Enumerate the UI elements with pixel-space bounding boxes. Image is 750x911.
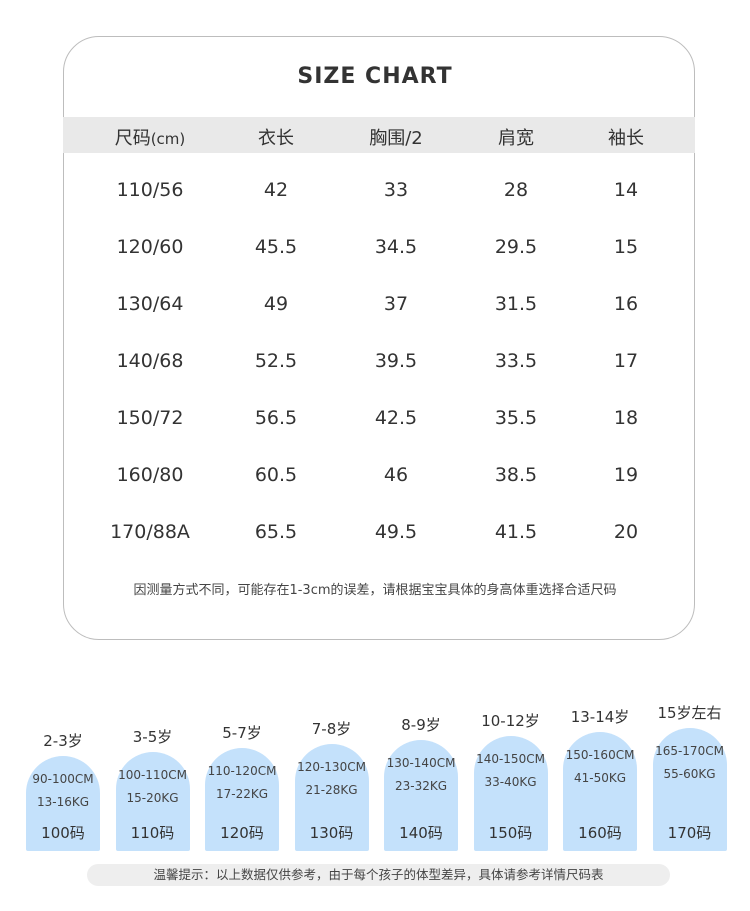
age-label: 10-12岁 <box>481 712 540 730</box>
weight-range: 55-60KG <box>663 767 716 781</box>
table-cell: 41.5 <box>494 521 538 543</box>
age-label: 13-14岁 <box>570 708 630 726</box>
weight-range: 33-40KG <box>484 775 537 789</box>
size-bar: 130-140CM 23-32KG 140码 <box>384 740 458 851</box>
column-header-unit: (cm) <box>150 130 186 148</box>
size-label: 150码 <box>488 824 533 842</box>
table-cell: 42.5 <box>374 407 418 429</box>
column-header-label: 肩宽 <box>498 128 534 149</box>
height-range: 100-110CM <box>118 768 187 782</box>
table-cell: 56.5 <box>254 407 298 429</box>
table-cell: 46 <box>383 464 409 486</box>
column-header: 衣长 <box>216 124 336 150</box>
table-header-band <box>63 117 695 153</box>
table-cell: 31.5 <box>494 293 538 315</box>
column-header-label: 尺码 <box>114 128 151 149</box>
size-bar: 110-120CM 17-22KG 120码 <box>205 748 279 851</box>
age-label: 2-3岁 <box>43 732 83 750</box>
column-header-label: 袖长 <box>608 128 644 149</box>
size-bar: 120-130CM 21-28KG 130码 <box>294 744 369 851</box>
table-cell: 38.5 <box>494 464 538 486</box>
height-range: 90-100CM <box>32 772 94 786</box>
age-label: 5-7岁 <box>222 724 262 742</box>
height-range: 130-140CM <box>386 756 456 770</box>
size-label: 100码 <box>41 824 85 842</box>
column-header: 胸围/2 <box>336 124 456 150</box>
weight-range: 15-20KG <box>126 791 179 805</box>
age-label: 7-8岁 <box>311 720 352 738</box>
table-cell: 120/60 <box>116 236 184 258</box>
table-cell: 14 <box>613 179 639 201</box>
height-range: 120-130CM <box>297 760 366 774</box>
table-cell: 18 <box>613 407 639 429</box>
reminder-tip: 温馨提示：以上数据仅供参考，由于每个孩子的体型差异，具体请参考详情尺码表 <box>87 864 670 886</box>
size-bar: 165-170CM 55-60KG 170码 <box>652 728 727 851</box>
size-chart-title: SIZE CHART <box>297 64 453 89</box>
table-cell: 150/72 <box>116 407 184 429</box>
weight-range: 17-22KG <box>215 787 269 801</box>
table-cell: 35.5 <box>494 407 538 429</box>
table-cell: 28 <box>503 179 529 201</box>
table-cell: 60.5 <box>254 464 298 486</box>
table-cell: 37 <box>383 293 409 315</box>
table-cell: 170/88A <box>110 521 190 543</box>
size-label: 130码 <box>309 824 354 842</box>
table-cell: 160/80 <box>116 464 184 486</box>
height-range: 150-160CM <box>565 748 635 762</box>
age-label: 8-9岁 <box>401 716 441 734</box>
table-cell: 65.5 <box>254 521 298 543</box>
table-cell: 49.5 <box>374 521 418 543</box>
measurement-note: 因测量方式不同，可能存在1-3cm的误差，请根据宝宝具体的身高体重选择合适尺码 <box>133 583 617 598</box>
table-cell: 49 <box>263 293 289 315</box>
table-cell: 45.5 <box>254 236 298 258</box>
height-range: 165-170CM <box>655 744 724 758</box>
height-range: 140-150CM <box>476 752 545 766</box>
table-cell: 130/64 <box>116 293 184 315</box>
table-cell: 52.5 <box>254 350 298 372</box>
age-label: 15岁左右 <box>657 704 722 722</box>
size-label: 160码 <box>578 824 622 842</box>
table-cell: 19 <box>613 464 639 486</box>
table-cell: 39.5 <box>374 350 418 372</box>
table-cell: 15 <box>613 236 639 258</box>
column-header-label: 衣长 <box>258 128 294 149</box>
size-label: 120码 <box>220 824 264 842</box>
table-cell: 42 <box>263 179 289 201</box>
table-cell: 20 <box>613 521 639 543</box>
table-cell: 17 <box>613 350 639 372</box>
table-cell: 29.5 <box>494 236 538 258</box>
size-bar: 150-160CM 41-50KG 160码 <box>563 732 637 851</box>
size-bar: 100-110CM 15-20KG 110码 <box>115 752 190 851</box>
weight-range: 23-32KG <box>394 779 448 793</box>
table-cell: 33.5 <box>494 350 538 372</box>
weight-range: 13-16KG <box>36 795 90 809</box>
table-cell: 16 <box>613 293 639 315</box>
column-header: 肩宽 <box>456 124 576 150</box>
size-label: 140码 <box>399 824 443 842</box>
column-header: 袖长 <box>566 124 686 150</box>
column-header-label: 胸围/2 <box>369 128 423 149</box>
table-cell: 33 <box>383 179 409 201</box>
age-label: 3-5岁 <box>132 728 173 746</box>
column-header: 尺码(cm) <box>90 124 210 150</box>
height-range: 110-120CM <box>207 764 277 778</box>
table-cell: 110/56 <box>116 179 184 201</box>
table-cell: 34.5 <box>374 236 418 258</box>
weight-range: 41-50KG <box>573 771 627 785</box>
size-label: 170码 <box>667 824 712 842</box>
size-bar: 90-100CM 13-16KG 100码 <box>26 756 100 851</box>
size-bar: 140-150CM 33-40KG 150码 <box>473 736 548 851</box>
size-label: 110码 <box>130 824 175 842</box>
weight-range: 21-28KG <box>305 783 358 797</box>
table-cell: 140/68 <box>116 350 184 372</box>
